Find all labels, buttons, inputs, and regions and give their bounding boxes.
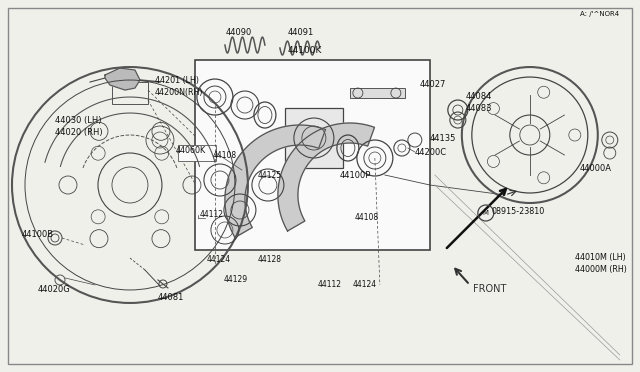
Text: 44124: 44124 — [353, 280, 377, 289]
Text: 44100B: 44100B — [22, 231, 54, 240]
Text: FRONT: FRONT — [473, 284, 506, 294]
Polygon shape — [105, 68, 140, 90]
Text: 44100K: 44100K — [288, 45, 322, 55]
Polygon shape — [278, 123, 374, 231]
Text: 44027: 44027 — [420, 80, 446, 89]
Text: 44083: 44083 — [466, 103, 492, 112]
Text: 44084: 44084 — [466, 92, 492, 100]
Bar — [112, 82, 148, 104]
Text: 44112: 44112 — [318, 280, 342, 289]
Text: 44030 (LH): 44030 (LH) — [55, 116, 102, 125]
Text: 44201 (LH): 44201 (LH) — [155, 76, 199, 84]
Text: 44020 (RH): 44020 (RH) — [55, 128, 102, 137]
Text: 44124: 44124 — [207, 256, 231, 264]
Text: 44000A: 44000A — [580, 164, 612, 173]
Bar — [195, 60, 430, 250]
Text: 44200C: 44200C — [415, 148, 447, 157]
Text: 44129: 44129 — [224, 276, 248, 285]
Text: 44128: 44128 — [258, 256, 282, 264]
Text: 08915-23810: 08915-23810 — [492, 208, 545, 217]
Text: 44100P: 44100P — [340, 170, 371, 180]
Text: 44081: 44081 — [158, 294, 184, 302]
Text: 44108: 44108 — [355, 214, 379, 222]
Text: 44125: 44125 — [258, 170, 282, 180]
Text: A: /'^NOR4: A: /'^NOR4 — [580, 11, 619, 17]
Text: 44091: 44091 — [288, 28, 314, 36]
Text: 44112: 44112 — [200, 211, 224, 219]
Text: 44135: 44135 — [430, 134, 456, 142]
Text: 44000M (RH): 44000M (RH) — [575, 266, 627, 275]
Bar — [285, 108, 343, 168]
Bar — [178, 145, 216, 161]
Text: 44010M (LH): 44010M (LH) — [575, 253, 625, 263]
Bar — [350, 88, 405, 98]
Polygon shape — [225, 125, 326, 237]
Text: 44020G: 44020G — [38, 285, 71, 295]
Text: 44200N(RH): 44200N(RH) — [155, 87, 204, 96]
Text: 44090: 44090 — [226, 28, 252, 36]
Text: M: M — [483, 210, 489, 216]
Text: 44060K: 44060K — [176, 145, 206, 154]
Text: 44108: 44108 — [213, 151, 237, 160]
